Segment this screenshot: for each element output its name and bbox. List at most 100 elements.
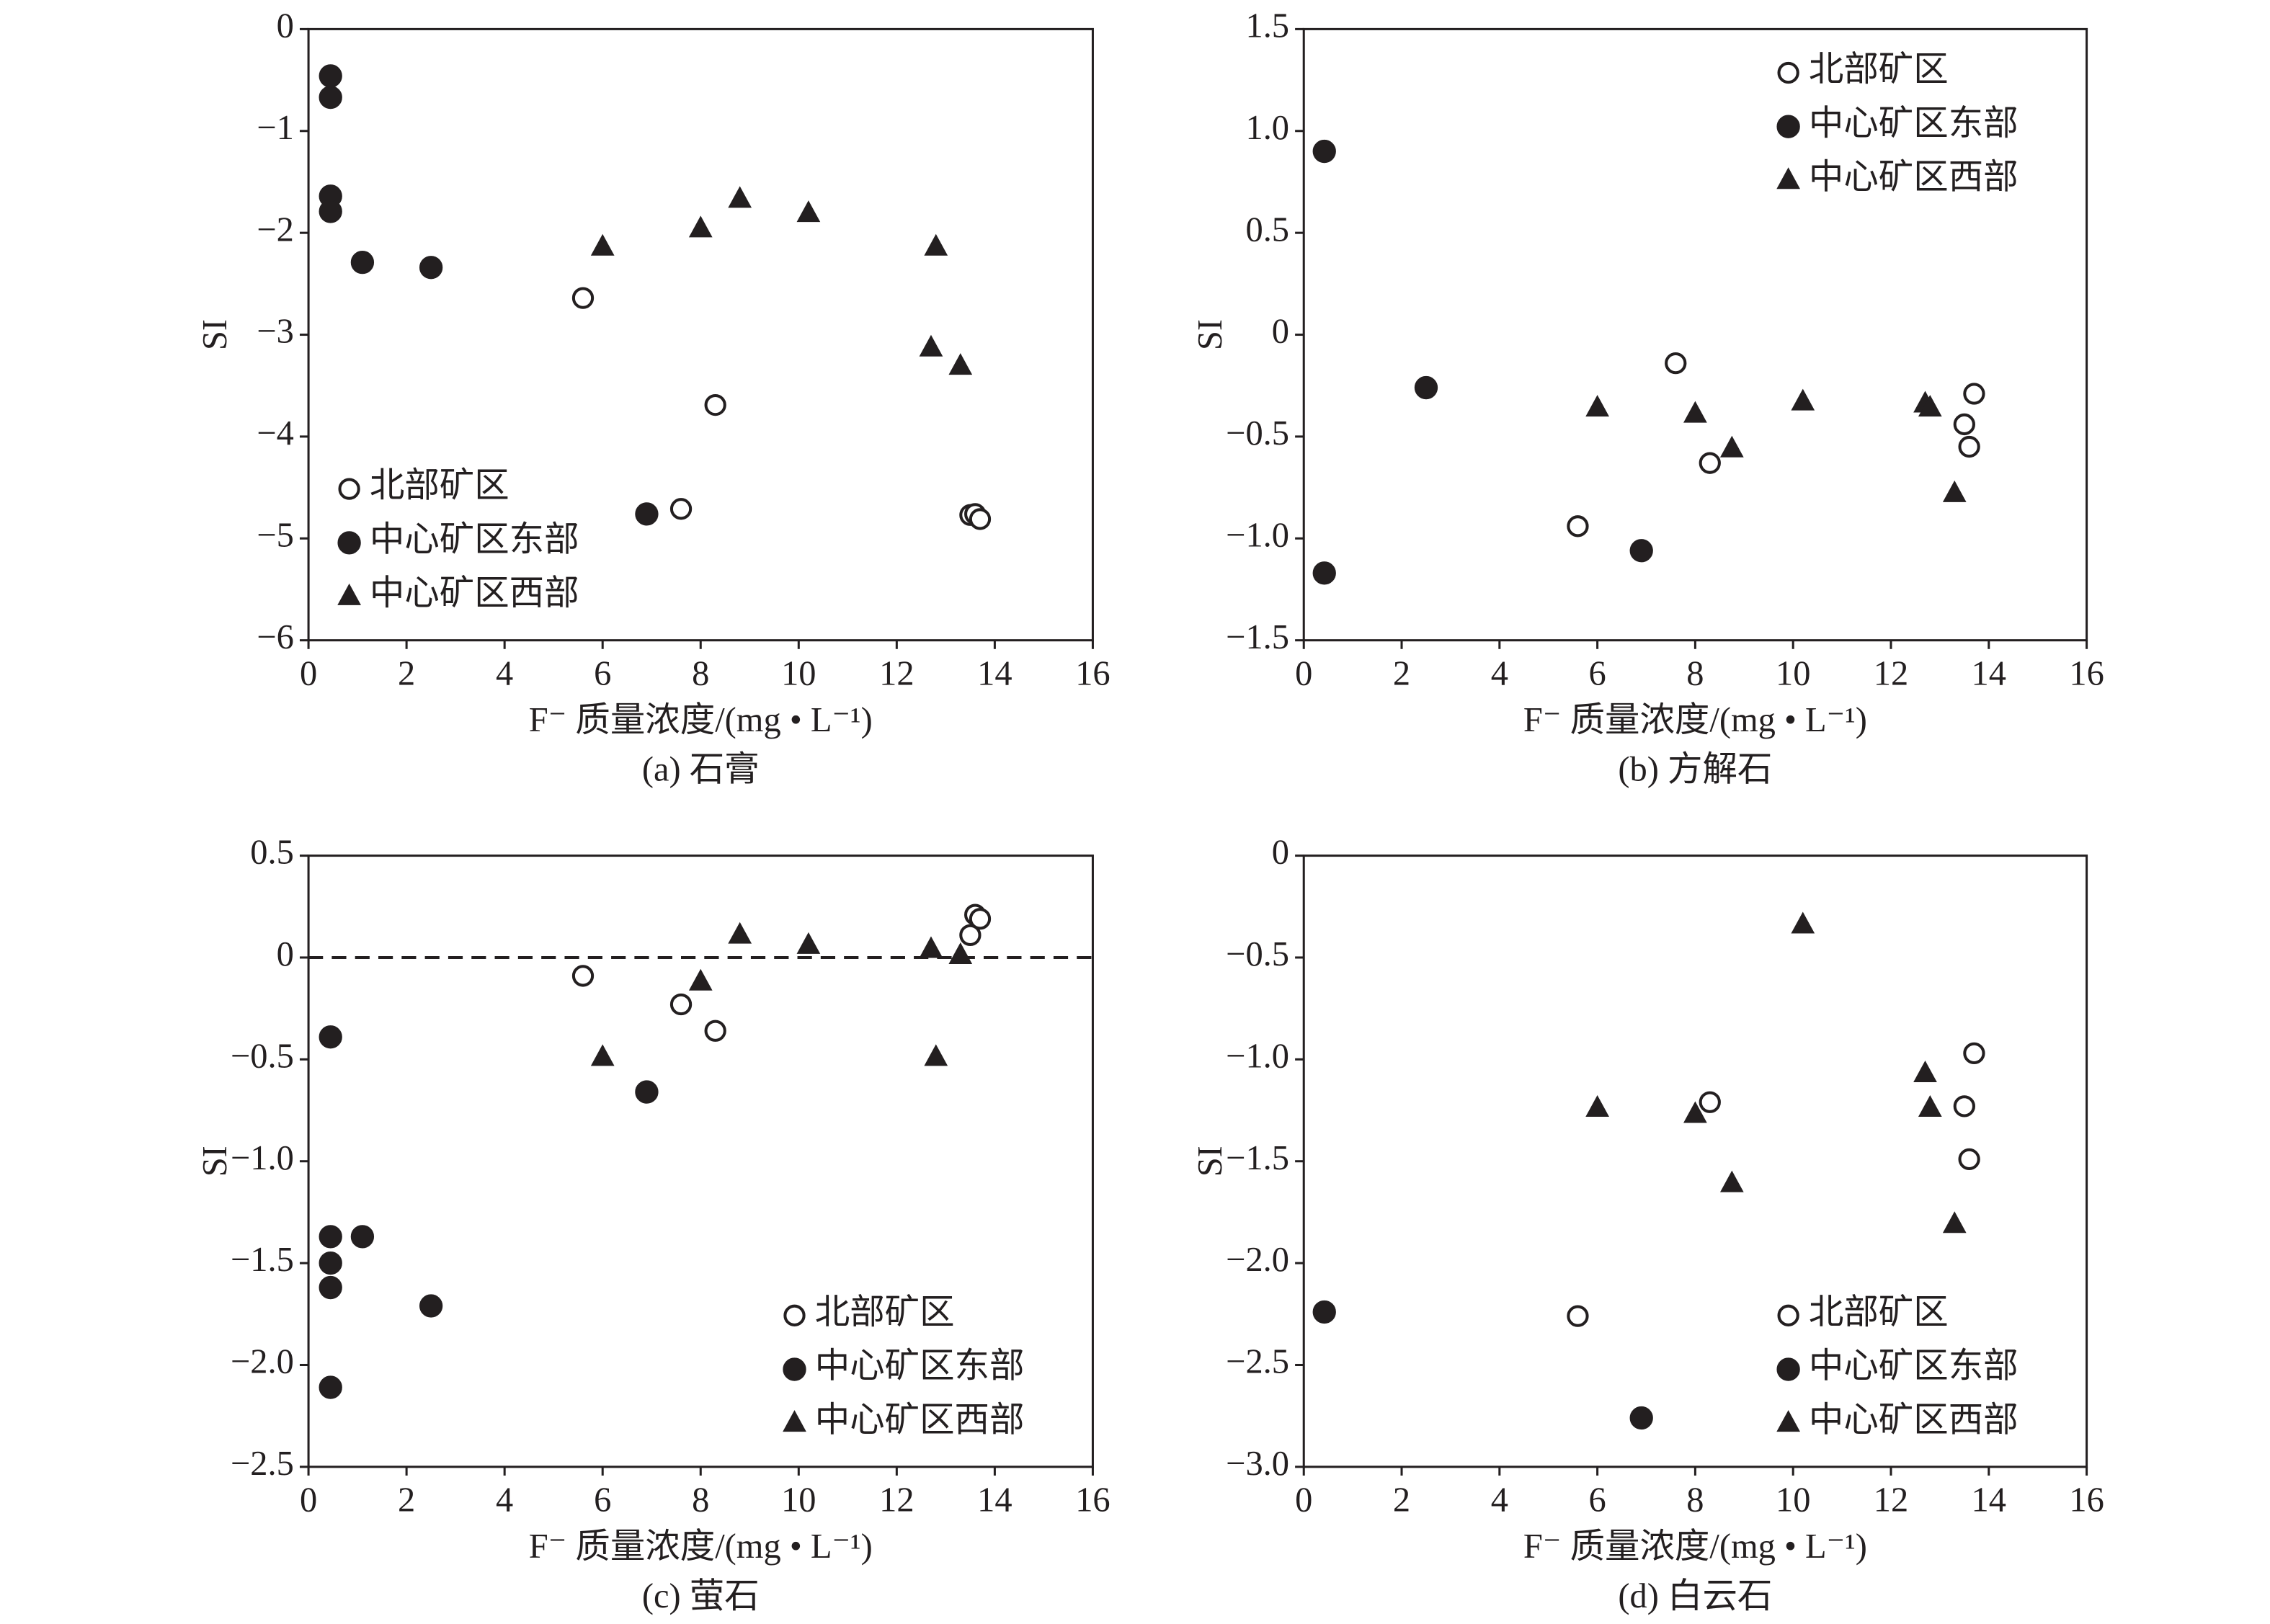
legend-label: 北部矿区 [815,1293,955,1331]
filled-circle-marker [350,1225,375,1249]
legend-label: 中心矿区西部 [815,1401,1025,1439]
legend-label: 北部矿区 [1809,50,1949,89]
x-tick-label: 6 [594,654,611,692]
y-tick-label: −1 [257,109,294,147]
filled-circle-marker [350,250,375,275]
filled-circle-marker [1414,375,1438,400]
open-circle-marker [1958,1148,1980,1171]
legend-marker [1777,1304,1799,1326]
y-tick-label: −1.5 [1226,618,1289,656]
y-tick-label: −1.5 [1226,1139,1289,1177]
y-tick-label: 1.5 [1245,7,1289,45]
subtitle: (b) 方解石 [1618,751,1772,789]
y-tick-label: −2.0 [1226,1241,1289,1279]
x-tick-label: 4 [496,654,513,692]
y-axis-label: SI [1191,1146,1229,1177]
open-circle-marker [1953,413,1975,436]
subtitle: (d) 白云石 [1618,1577,1772,1615]
open-circle-marker [1567,515,1589,537]
triangle-marker [948,353,973,375]
legend-marker [1776,167,1800,189]
x-tick-label: 4 [1491,1481,1508,1519]
x-axis-label: F⁻ 质量浓度/(mg • L⁻¹) [529,701,873,739]
x-tick-label: 14 [977,1481,1012,1519]
triangle-marker [688,215,713,238]
y-tick-label: 0 [277,7,294,45]
y-tick-label: −2.0 [231,1343,294,1381]
triangle-marker [1942,1211,1967,1233]
legend-marker [338,478,360,500]
x-tick-label: 14 [1972,654,2006,692]
open-circle-marker [1963,1042,1985,1065]
y-tick-label: −3 [257,313,294,351]
triangle-marker [1719,1170,1744,1192]
x-tick-label: 10 [1776,654,1810,692]
triangle-marker [728,186,752,208]
filled-circle-marker [1312,139,1336,164]
y-tick-label: 0 [1272,834,1289,872]
triangle-marker [688,968,713,991]
triangle-marker [919,334,943,357]
open-circle-marker [1958,435,1980,458]
y-tick-label: −5 [257,516,294,554]
y-tick-label: 0.5 [250,834,294,872]
filled-circle-marker [419,1294,443,1318]
x-tick-label: 14 [977,654,1012,692]
x-tick-label: 4 [496,1481,513,1519]
y-tick-label: −1.0 [231,1139,294,1177]
open-circle-marker [1963,383,1985,405]
y-tick-label: 0 [1272,313,1289,351]
triangle-marker [1585,1095,1609,1117]
y-tick-label: −3.0 [1226,1445,1289,1483]
triangle-marker [1918,1095,1942,1117]
y-tick-label: 1.0 [1245,109,1289,147]
legend-label: 北部矿区 [370,467,509,505]
triangle-marker [796,200,821,223]
open-circle-marker [571,287,595,309]
legend-marker [337,531,361,555]
x-tick-label: 12 [1874,1481,1908,1519]
filled-circle-marker [319,200,342,223]
triangle-marker [1913,1060,1937,1082]
legend-marker [783,1304,806,1326]
x-tick-label: 10 [1776,1481,1810,1519]
x-tick-label: 16 [2069,654,2104,692]
y-tick-label: −1.0 [1226,1037,1289,1075]
x-tick-label: 16 [1075,654,1110,692]
y-tick-label: −1.0 [1226,516,1289,554]
triangle-marker [919,936,943,958]
legend-label: 北部矿区 [1809,1293,1949,1331]
y-axis-label: SI [196,1146,234,1177]
y-tick-label: −4 [257,414,294,452]
filled-circle-marker [319,1275,342,1300]
filled-circle-marker [635,1080,659,1104]
open-circle-marker [704,393,726,416]
subtitle: (c) 萤石 [642,1577,760,1615]
y-tick-label: −0.5 [1226,935,1289,973]
y-axis-label: SI [196,319,234,350]
legend-marker [337,583,361,605]
y-axis-label: SI [1191,319,1229,350]
x-tick-label: 0 [1295,1481,1312,1519]
x-axis-label: F⁻ 质量浓度/(mg • L⁻¹) [1523,1527,1867,1566]
y-tick-label: −0.5 [1226,414,1289,452]
x-tick-label: 0 [300,1481,317,1519]
x-tick-label: 2 [1393,1481,1410,1519]
x-tick-label: 14 [1972,1481,2006,1519]
x-tick-label: 0 [300,654,317,692]
legend-label: 中心矿区东部 [370,520,579,558]
x-axis-label: F⁻ 质量浓度/(mg • L⁻¹) [529,1527,873,1566]
legend-marker [1776,1357,1800,1381]
legend-marker [783,1410,806,1432]
open-circle-marker [571,965,595,987]
legend-label: 中心矿区西部 [1809,159,2018,197]
triangle-marker [1683,1101,1707,1123]
legend-marker [1776,115,1800,138]
y-tick-label: −2.5 [231,1445,294,1483]
legend-marker [783,1357,806,1381]
x-tick-label: 12 [879,654,914,692]
x-tick-label: 2 [398,654,415,692]
filled-circle-marker [319,1225,342,1249]
